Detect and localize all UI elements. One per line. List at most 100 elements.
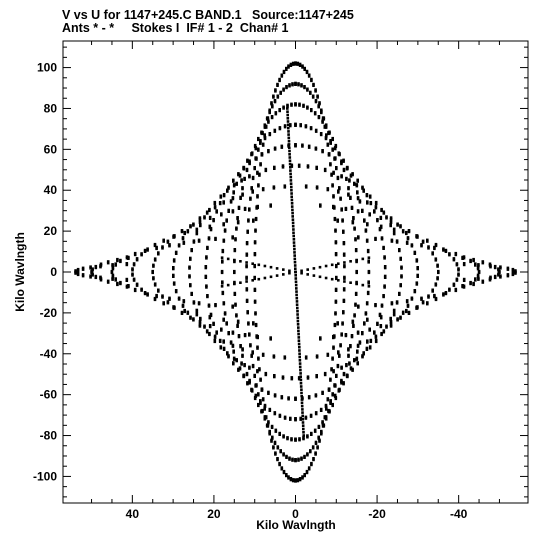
data-point (368, 213, 371, 217)
data-point (355, 280, 358, 284)
data-point (182, 299, 186, 302)
data-point (151, 271, 154, 275)
data-point (125, 263, 129, 267)
data-point (222, 301, 226, 304)
data-point (259, 399, 262, 402)
x-tick-label: 0 (292, 507, 299, 521)
data-point (135, 282, 139, 286)
data-point (356, 190, 359, 193)
data-point (247, 218, 250, 221)
data-point (337, 153, 341, 156)
data-point (233, 248, 237, 251)
data-point (346, 375, 349, 379)
data-point (300, 83, 303, 86)
data-point (314, 90, 317, 93)
data-point (221, 290, 225, 294)
data-point (241, 194, 244, 197)
data-point (295, 296, 299, 300)
data-point (367, 269, 371, 273)
data-point (395, 302, 399, 305)
data-point (157, 288, 160, 292)
data-point (283, 184, 287, 187)
data-point (444, 248, 448, 252)
data-point (248, 175, 251, 179)
data-point (356, 197, 360, 201)
data-point (274, 451, 277, 454)
data-point (119, 280, 122, 284)
data-point (434, 257, 438, 260)
data-point (246, 381, 249, 384)
data-point (286, 117, 290, 120)
data-point (195, 313, 199, 317)
data-point (205, 286, 208, 289)
data-point (125, 279, 129, 282)
data-point (316, 96, 319, 99)
data-point (116, 259, 119, 263)
data-point (253, 395, 257, 399)
data-point (368, 194, 372, 198)
data-point (401, 310, 405, 314)
data-point (452, 257, 456, 260)
data-point (161, 294, 164, 297)
data-point (380, 305, 384, 308)
data-point (278, 127, 282, 131)
data-point (248, 207, 251, 210)
data-point (232, 178, 235, 182)
data-point (76, 273, 80, 277)
data-point (199, 224, 202, 228)
data-point (421, 241, 425, 244)
data-point (301, 411, 304, 414)
data-point (226, 257, 230, 261)
data-point (477, 276, 480, 280)
data-point (222, 348, 226, 351)
data-point (298, 365, 302, 369)
data-point (205, 257, 208, 260)
data-point (294, 398, 297, 401)
data-point (389, 221, 393, 224)
data-point (346, 167, 349, 170)
data-point (342, 252, 346, 256)
data-point (427, 294, 430, 297)
data-point (316, 446, 319, 450)
data-point (240, 363, 243, 366)
data-point (91, 274, 94, 277)
data-point (335, 263, 338, 267)
data-point (380, 333, 383, 337)
data-point (254, 324, 258, 328)
data-point (221, 282, 224, 285)
data-point (481, 279, 485, 283)
data-point (152, 277, 155, 281)
data-point (442, 247, 445, 250)
data-point (294, 144, 297, 148)
data-point (337, 390, 341, 393)
data-point (114, 262, 117, 265)
data-point (290, 377, 294, 381)
data-point (99, 262, 103, 266)
data-point (296, 319, 300, 323)
data-point (294, 480, 297, 483)
data-point (245, 261, 248, 264)
data-point (245, 277, 248, 280)
data-point (355, 258, 358, 262)
data-point (106, 279, 110, 283)
data-point (253, 253, 257, 257)
data-point (366, 292, 370, 296)
data-point (287, 136, 291, 140)
data-point (257, 183, 260, 186)
data-point (444, 250, 448, 253)
data-point (282, 69, 286, 73)
data-point (264, 126, 268, 129)
data-point (455, 279, 459, 282)
data-point (172, 281, 176, 284)
data-point (318, 102, 321, 106)
data-point (319, 133, 323, 137)
data-point (454, 251, 458, 255)
data-point (306, 87, 309, 91)
data-point (183, 230, 186, 234)
data-point (406, 305, 410, 308)
data-point (204, 276, 208, 279)
data-point (261, 188, 265, 192)
data-point (206, 295, 209, 299)
data-point (189, 315, 192, 319)
data-point (373, 209, 376, 212)
